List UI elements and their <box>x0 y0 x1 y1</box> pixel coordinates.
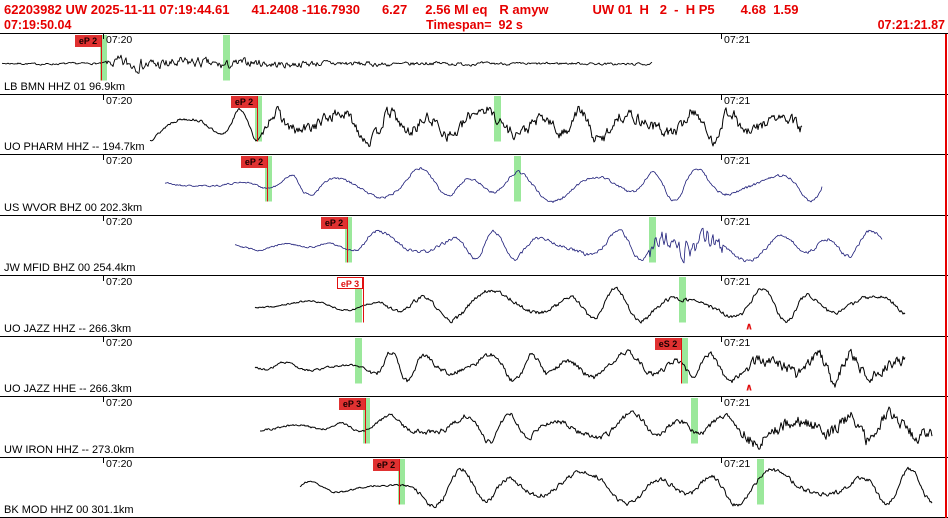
waveform-canvas[interactable]: ∧ <box>0 276 948 336</box>
trace-row-7[interactable]: 07:20 07:21 eP 3 UW IRON HHZ -- 273.0km <box>0 397 948 458</box>
station-label: JW MFID BHZ 00 254.4km <box>4 262 136 274</box>
minute-label-right: 07:21 <box>724 336 751 349</box>
minute-label-right: 07:21 <box>724 215 751 228</box>
minute-label-left: 07:20 <box>106 94 133 107</box>
minute-label-right: 07:21 <box>724 155 751 167</box>
phase-pick-flag[interactable]: eP 2 <box>241 156 267 168</box>
minute-label-right: 07:21 <box>724 276 751 288</box>
minute-label-left: 07:20 <box>106 34 133 46</box>
waveform-trace[interactable] <box>260 406 933 450</box>
predicted-arrival-band <box>345 216 352 262</box>
predicted-arrival-band <box>265 156 272 202</box>
minute-label-right: 07:21 <box>724 34 751 46</box>
predicted-arrival-band <box>679 277 686 323</box>
waveform-trace[interactable] <box>234 227 883 263</box>
waveform-trace[interactable] <box>164 167 823 203</box>
station-label: UO JAZZ HHZ -- 266.3km <box>4 322 132 335</box>
predicted-arrival-band <box>255 95 262 141</box>
amplitude-marker: ∧ <box>745 382 753 393</box>
waveform-canvas[interactable]: ∧ <box>0 336 948 397</box>
predicted-arrival-band <box>355 277 362 323</box>
minute-label-left: 07:20 <box>106 397 133 409</box>
trace-row-5[interactable]: ∧ 07:20 07:21 eP 3 UO JAZZ HHZ -- 266.3km <box>0 276 948 337</box>
station-label: UO PHARM HHZ -- 194.7km <box>4 141 145 153</box>
predicted-arrival-band <box>681 337 688 383</box>
station-label: UO JAZZ HHE -- 266.3km <box>4 383 132 395</box>
predicted-arrival-band <box>649 216 656 262</box>
trace-row-2[interactable]: 07:20 07:21 eP 2 UO PHARM HHZ -- 194.7km <box>0 94 948 155</box>
waveform-canvas[interactable] <box>0 155 948 215</box>
predicted-arrival-band <box>757 458 764 504</box>
event-location: 41.2408 -116.7930 <box>251 1 360 17</box>
timespan-label: Timespan= 92 s <box>426 18 523 32</box>
waveform-canvas[interactable] <box>0 215 948 276</box>
window-end-time: 07:21:21.87 <box>877 18 945 32</box>
predicted-arrival-band <box>355 337 362 383</box>
station-label: BK MOD HHZ 00 301.1km <box>4 504 134 516</box>
predicted-arrival-band <box>363 398 370 444</box>
trace-row-3[interactable]: 07:20 07:21 eP 2 US WVOR BHZ 00 202.3km <box>0 155 948 216</box>
minute-label-left: 07:20 <box>106 155 133 167</box>
predicted-arrival-band <box>223 35 230 81</box>
minute-label-left: 07:20 <box>106 276 133 288</box>
trace-row-4[interactable]: 07:20 07:21 eP 2 JW MFID BHZ 00 254.4km <box>0 215 948 276</box>
station-label: US WVOR BHZ 00 202.3km <box>4 201 143 214</box>
event-review-status: R amyw <box>499 1 549 17</box>
waveform-canvas[interactable] <box>0 457 948 518</box>
phase-pick-flag[interactable]: eP 3 <box>337 277 363 289</box>
phase-pick-flag[interactable]: eS 2 <box>655 337 681 350</box>
phase-pick-flag[interactable]: eP 2 <box>321 216 347 229</box>
waveform-trace[interactable] <box>299 466 933 508</box>
phase-pick-flag[interactable]: eP 2 <box>231 95 257 108</box>
predicted-arrival-band <box>100 35 107 81</box>
minute-label-left: 07:20 <box>106 215 133 228</box>
event-header: 62203982 UW 2025-11-11 07:19:44.61 41.24… <box>4 1 946 17</box>
predicted-arrival-band <box>691 398 698 444</box>
waveform-trace[interactable] <box>254 286 906 324</box>
time-bar: 07:19:50.04 Timespan= 92 s 07:21:21.87 <box>4 18 945 33</box>
event-depth: 6.27 <box>381 1 408 17</box>
event-magnitude: 2.56 Ml eq <box>425 1 488 17</box>
minute-label-left: 07:20 <box>106 457 133 470</box>
station-label: LB BMN HHZ 01 96.9km <box>4 80 126 93</box>
trace-area[interactable]: 07:20 07:21 eP 2 LB BMN HHZ 01 96.9km 07:20 0… <box>0 33 948 518</box>
predicted-arrival-band <box>514 156 521 202</box>
end-time-cursor <box>945 34 947 518</box>
waveform-canvas[interactable] <box>0 94 948 155</box>
minute-label-right: 07:21 <box>724 457 751 470</box>
predicted-arrival-band <box>398 458 405 504</box>
channel-info: UW 01 H 2 - H P5 <box>592 1 715 17</box>
minute-label-right: 07:21 <box>724 94 751 107</box>
trace-row-6[interactable]: ∧ 07:20 07:21 eS 2 UO JAZZ HHE -- 266.3km <box>0 336 948 397</box>
predicted-arrival-band <box>494 95 501 141</box>
waveform-trace[interactable] <box>254 348 906 388</box>
trace-row-8[interactable]: 07:20 07:21 eP 2 BK MOD HHZ 00 301.1km <box>0 457 948 518</box>
waveform-trace[interactable] <box>149 105 803 147</box>
trace-row-1[interactable]: 07:20 07:21 eP 2 LB BMN HHZ 01 96.9km <box>0 34 948 95</box>
waveform-canvas[interactable] <box>0 34 948 94</box>
phase-pick-flag[interactable]: eP 3 <box>339 398 365 410</box>
quality-values: 4.68 1.59 <box>740 1 799 17</box>
waveform-canvas[interactable] <box>0 397 948 457</box>
phase-pick-flag[interactable]: eP 2 <box>75 35 101 47</box>
minute-label-left: 07:20 <box>106 336 133 349</box>
event-id-net-time: 62203982 UW 2025-11-11 07:19:44.61 <box>4 1 230 17</box>
station-label: UW IRON HHZ -- 273.0km <box>4 443 135 456</box>
waveform-trace[interactable] <box>1 54 653 74</box>
amplitude-marker: ∧ <box>745 322 753 333</box>
phase-pick-flag[interactable]: eP 2 <box>373 458 399 471</box>
window-start-time: 07:19:50.04 <box>4 18 72 32</box>
minute-label-right: 07:21 <box>724 397 751 409</box>
